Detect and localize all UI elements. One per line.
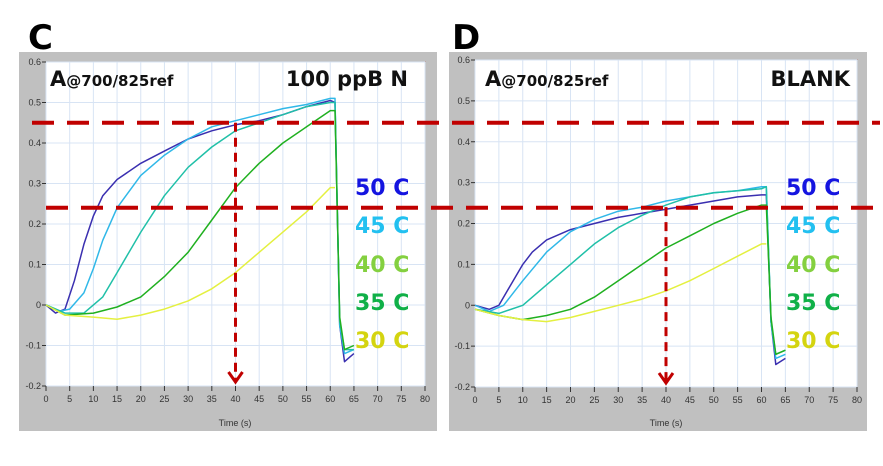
x-tick-label: 20 bbox=[565, 395, 575, 405]
x-tick-label: 10 bbox=[518, 395, 528, 405]
title-suffix: @700/825ref bbox=[66, 72, 174, 90]
chart-title: A@700/825ref bbox=[485, 67, 609, 91]
legend-label: 30 C bbox=[355, 329, 409, 354]
x-tick-label: 5 bbox=[496, 395, 501, 405]
x-tick-label: 45 bbox=[254, 394, 264, 404]
y-tick-label: 0.2 bbox=[457, 219, 470, 229]
y-tick-label: 0 bbox=[36, 300, 41, 310]
condition-label: 100 ppB N bbox=[286, 67, 408, 91]
x-tick-label: 5 bbox=[67, 394, 72, 404]
y-tick-label: 0.4 bbox=[28, 138, 41, 148]
title-prefix: A bbox=[485, 67, 502, 91]
x-tick-label: 80 bbox=[420, 394, 430, 404]
x-tick-label: 70 bbox=[373, 394, 383, 404]
title-suffix: @700/825ref bbox=[501, 72, 609, 90]
x-tick-label: 35 bbox=[207, 394, 217, 404]
x-tick-label: 25 bbox=[589, 395, 599, 405]
series-line-50c bbox=[474, 194, 786, 366]
y-tick-label: 0.5 bbox=[28, 98, 41, 108]
x-tick-label: 0 bbox=[472, 395, 477, 405]
panel-letter: C bbox=[28, 18, 53, 58]
series-line-30c bbox=[474, 243, 767, 323]
x-tick-label: 20 bbox=[136, 394, 146, 404]
legend-label: 40 C bbox=[355, 253, 409, 278]
y-tick-label: -0.1 bbox=[25, 341, 41, 351]
x-tick-label: 55 bbox=[733, 395, 743, 405]
x-tick-label: 75 bbox=[828, 395, 838, 405]
x-tick-label: 60 bbox=[756, 395, 766, 405]
x-tick-label: 0 bbox=[43, 394, 48, 404]
x-tick-label: 50 bbox=[278, 394, 288, 404]
x-tick-label: 80 bbox=[852, 395, 862, 405]
x-tick-label: 15 bbox=[542, 395, 552, 405]
legend-label: 50 C bbox=[355, 176, 409, 201]
series-line-35c bbox=[474, 204, 786, 356]
y-tick-label: 0.3 bbox=[457, 178, 470, 188]
chart-title: A@700/825ref bbox=[50, 67, 174, 91]
condition-label: BLANK bbox=[771, 67, 851, 91]
x-tick-label: 40 bbox=[661, 395, 671, 405]
legend-label: 45 C bbox=[786, 214, 840, 239]
y-tick-label: 0.1 bbox=[457, 259, 470, 269]
x-tick-label: 25 bbox=[159, 394, 169, 404]
y-tick-label: -0.2 bbox=[454, 382, 470, 392]
x-tick-label: 65 bbox=[349, 394, 359, 404]
legend-label: 40 C bbox=[786, 253, 840, 278]
series-line-30c bbox=[45, 186, 335, 320]
x-tick-label: 35 bbox=[637, 395, 647, 405]
x-tick-label: 10 bbox=[88, 394, 98, 404]
y-tick-label: 0.4 bbox=[457, 137, 470, 147]
legend-label: 50 C bbox=[786, 176, 840, 201]
y-tick-label: 0.6 bbox=[28, 57, 41, 67]
x-axis-label: Time (s) bbox=[219, 418, 252, 428]
x-tick-label: 30 bbox=[613, 395, 623, 405]
x-tick-label: 65 bbox=[780, 395, 790, 405]
x-axis-label: Time (s) bbox=[650, 418, 683, 428]
y-tick-label: 0.3 bbox=[28, 179, 41, 189]
reference-lines bbox=[32, 120, 880, 386]
series-line-45c bbox=[45, 97, 355, 355]
y-tick-label: 0.2 bbox=[28, 219, 41, 229]
legend-label: 35 C bbox=[786, 291, 840, 316]
legend-label: 45 C bbox=[355, 214, 409, 239]
panel-d: 0 5 10 15 20 25 30 35 40 45 50 55 60 65 70 75 80 -0.2 -0.1… bbox=[449, 18, 867, 431]
title-prefix: A bbox=[50, 67, 67, 91]
panel-letter: D bbox=[452, 18, 480, 58]
x-tick-label: 60 bbox=[325, 394, 335, 404]
y-tick-label: 0.5 bbox=[457, 96, 470, 106]
y-tick-label: -0.1 bbox=[454, 341, 470, 351]
x-tick-label: 40 bbox=[230, 394, 240, 404]
y-tick-label: -0.2 bbox=[25, 381, 41, 391]
y-tick-label: 0.1 bbox=[28, 260, 41, 270]
arrow-head-icon bbox=[227, 371, 244, 385]
x-tick-label: 50 bbox=[709, 395, 719, 405]
panel-c: 0 5 10 15 20 25 30 35 40 45 50 55 60 65 70 75 80 -0.2 -0.1… bbox=[19, 18, 437, 431]
legend-label: 35 C bbox=[355, 291, 409, 316]
arrow-head-icon bbox=[657, 372, 675, 386]
y-tick-label: 0 bbox=[465, 300, 470, 310]
legend-label: 30 C bbox=[786, 329, 840, 354]
x-tick-label: 70 bbox=[804, 395, 814, 405]
x-tick-label: 15 bbox=[112, 394, 122, 404]
x-tick-label: 75 bbox=[396, 394, 406, 404]
x-tick-label: 55 bbox=[302, 394, 312, 404]
x-tick-label: 30 bbox=[183, 394, 193, 404]
y-tick-label: 0.6 bbox=[457, 55, 470, 65]
x-tick-label: 45 bbox=[685, 395, 695, 405]
